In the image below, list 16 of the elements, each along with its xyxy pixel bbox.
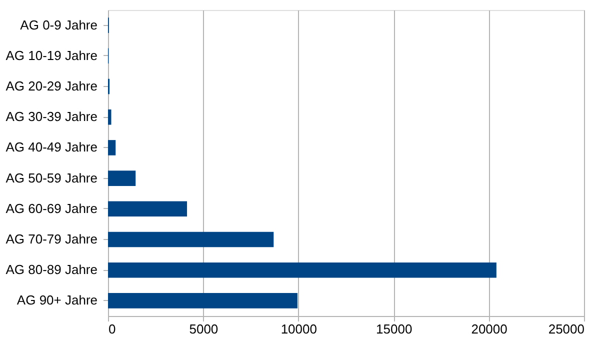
- y-tick-label: AG 90+ Jahre: [16, 292, 98, 308]
- y-tick-label: AG 20-29 Jahre: [6, 78, 98, 94]
- y-tick-label: AG 10-19 Jahre: [6, 48, 98, 63]
- x-tick-label: 0: [108, 322, 116, 336]
- x-tick-label: 5000: [189, 322, 218, 336]
- y-tick-label: AG 80-89 Jahre: [6, 262, 98, 278]
- x-tick-label: 15000: [376, 322, 412, 336]
- y-tick-label: AG 60-69 Jahre: [6, 200, 98, 216]
- x-tick-label: 20000: [471, 322, 508, 336]
- y-tick-label: AG 0-9 Jahre: [20, 17, 98, 32]
- y-tick-label: AG 70-79 Jahre: [6, 232, 98, 246]
- x-tick-label: 10000: [280, 322, 317, 336]
- x-tick-label: 25000: [548, 322, 584, 336]
- y-tick-label: AG 30-39 Jahre: [6, 109, 98, 124]
- y-tick-label: AG 50-59 Jahre: [6, 170, 98, 186]
- y-tick-label: AG 40-49 Jahre: [6, 140, 98, 155]
